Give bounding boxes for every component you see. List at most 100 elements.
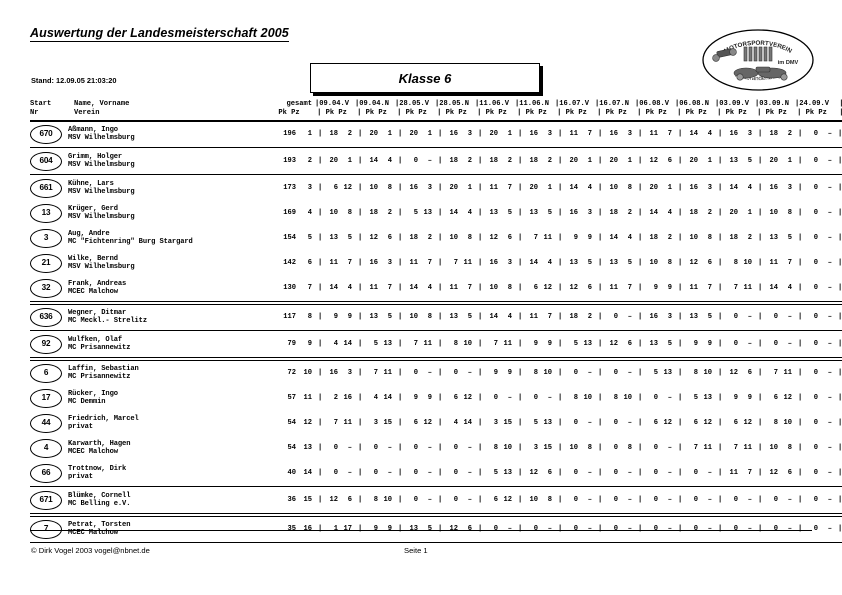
event-pz: 3: [587, 209, 592, 218]
header-event-pkpz-12: | Pk Pz: [757, 109, 787, 118]
event-pz: 3: [667, 313, 672, 322]
event-pz: 13: [503, 469, 512, 478]
event-pk: 10: [329, 209, 338, 218]
event-pz: –: [747, 313, 752, 322]
driver-name: Laffin, Sebastian: [68, 364, 139, 373]
column-separator: |: [638, 496, 643, 505]
driver-club: privat: [68, 423, 93, 432]
event-pz: –: [827, 496, 832, 505]
event-pz: 8: [547, 496, 552, 505]
start-number-badge: 92: [30, 334, 62, 354]
table-row: 21 Wilke, Bernd MSV Wilhelmsburg 142 6 | 11 7 | 1…: [30, 251, 842, 276]
event-pz: 15: [503, 419, 512, 428]
event-pz: 13: [583, 340, 592, 349]
driver-name: Karwarth, Hagen: [68, 439, 131, 448]
event-result-cell-3: | 11 7: [392, 251, 432, 276]
event-pz: –: [827, 444, 832, 453]
event-pk: 0: [613, 313, 618, 322]
column-separator: |: [798, 419, 803, 428]
column-separator: |: [438, 369, 443, 378]
event-pk: 12: [569, 284, 578, 293]
event-pz: –: [827, 209, 832, 218]
column-separator: |: [838, 234, 842, 243]
column-separator: |: [358, 394, 363, 403]
event-pk: 0: [813, 444, 818, 453]
results-table-wrap: Start Name, Vorname gesamt |09.04.V |09.0…: [30, 100, 842, 544]
event-pz: 3: [507, 259, 512, 268]
event-pk: 20: [449, 184, 458, 193]
column-separator: |: [638, 284, 643, 293]
event-pk: 0: [773, 313, 778, 322]
event-pk: 5: [533, 419, 538, 428]
column-separator: |: [798, 259, 803, 268]
event-result-cell-6: | 6 12: [512, 276, 552, 302]
column-separator: |: [638, 394, 643, 403]
event-result-cell-14: |0: [832, 411, 842, 436]
total-pk: 173: [283, 184, 296, 193]
event-pk: 11: [529, 313, 538, 322]
event-pk: 0: [533, 525, 538, 534]
event-pz: 12: [743, 419, 752, 428]
event-pz: 12: [463, 394, 472, 403]
event-result-cell-7: | 10 8: [552, 436, 592, 461]
column-separator: |: [398, 157, 403, 166]
event-result-cell-3: | 0–: [392, 488, 432, 514]
event-pz: 11: [463, 259, 472, 268]
driver-name-cell: Aug, Andre MC "Fichtenring" Burg Stargard: [68, 226, 266, 251]
header-event-pkpz-8: | Pk Pz: [597, 109, 627, 118]
total-points-cell: 36 15: [266, 488, 312, 514]
event-pk: 12: [689, 259, 698, 268]
event-pz: –: [347, 469, 352, 478]
event-result-cell-12: | 7 11: [752, 360, 792, 386]
event-pz: 9: [707, 340, 712, 349]
event-pz: 6: [707, 259, 712, 268]
event-result-cell-13: | 0–: [792, 226, 832, 251]
event-pk: 9: [693, 340, 698, 349]
event-result-cell-1: | 2 16: [312, 386, 352, 411]
event-result-cell-1: | 11 7: [312, 251, 352, 276]
event-result-cell-9: | 0–: [632, 488, 672, 514]
event-result-cell-12: | 6 12: [752, 386, 792, 411]
event-result-cell-1: | 14 4: [312, 276, 352, 302]
event-pk: 9: [333, 313, 338, 322]
column-separator: |: [718, 130, 723, 139]
event-pz: 3: [467, 130, 472, 139]
event-result-cell-2: | 18 2: [352, 201, 392, 226]
event-pk: 20: [489, 130, 498, 139]
event-result-cell-7: | 8 10: [552, 386, 592, 411]
column-separator: |: [398, 340, 403, 349]
header-event-date-14: |24.09: [839, 100, 842, 108]
event-result-cell-2: | 10 8: [352, 176, 392, 201]
event-pk: 0: [573, 496, 578, 505]
header-event-pkpz-4: | Pk Pz: [437, 109, 467, 118]
column-separator: |: [478, 419, 483, 428]
event-pz: 1: [747, 209, 752, 218]
event-pk: 0: [413, 469, 418, 478]
event-pz: 8: [627, 184, 632, 193]
event-pk: 11: [769, 259, 778, 268]
driver-club: MC Meckl.- Strelitz: [68, 317, 147, 326]
column-separator: |: [558, 340, 563, 349]
total-pz: 11: [303, 394, 312, 403]
event-pz: –: [827, 419, 832, 428]
event-result-cell-4: | 20 1: [432, 176, 472, 201]
column-separator: |: [838, 469, 842, 478]
event-pz: 6: [747, 369, 752, 378]
driver-club: MSV Wilhelmsburg: [68, 188, 135, 197]
event-result-cell-7: | 14 4: [552, 176, 592, 201]
event-pz: 1: [387, 130, 392, 139]
event-pz: 11: [423, 340, 432, 349]
header-event-date-7: |16.07.V: [554, 100, 590, 108]
event-pk: 16: [649, 313, 658, 322]
event-pk: 13: [689, 313, 698, 322]
group-separator: [30, 173, 842, 176]
table-row: 4 Karwarth, Hagen MCEC Malchow 54 13 | 0– | 0– | 0…: [30, 436, 842, 461]
event-pk: 6: [413, 419, 418, 428]
total-points-cell: 57 11: [266, 386, 312, 411]
event-result-cell-9: | 0–: [632, 461, 672, 487]
column-separator: |: [398, 209, 403, 218]
event-result-cell-10: | 14 4: [672, 121, 712, 147]
column-separator: |: [678, 284, 683, 293]
event-pz: 2: [627, 209, 632, 218]
